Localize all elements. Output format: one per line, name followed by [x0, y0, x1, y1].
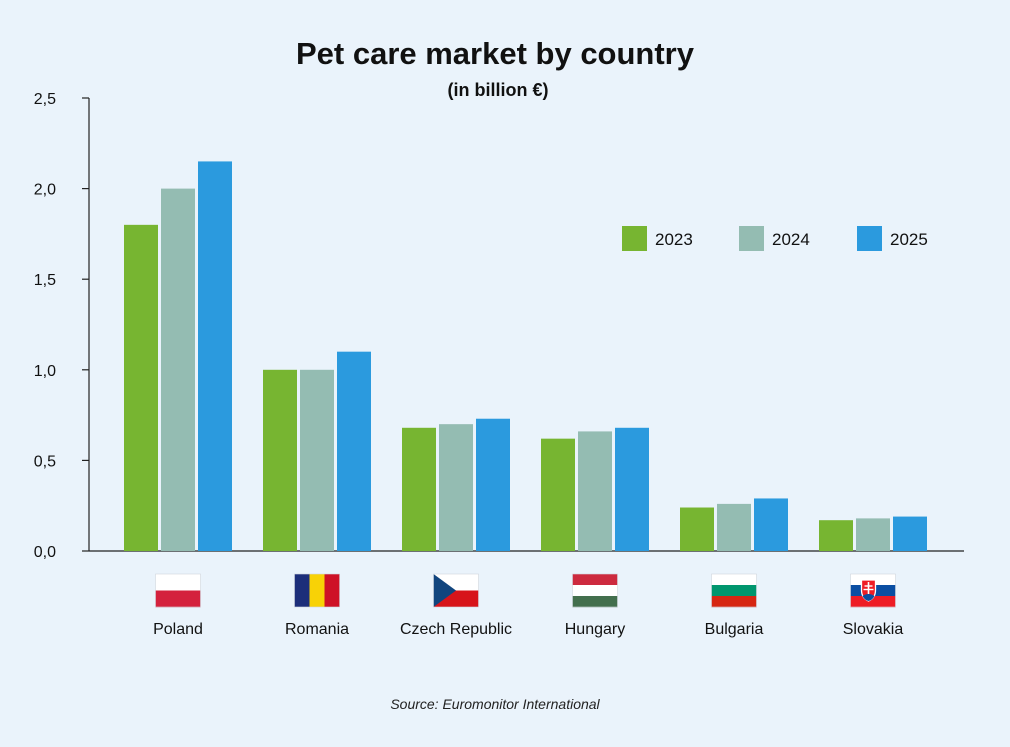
legend-label-2025: 2025: [890, 230, 928, 249]
flag-hungary-icon-stripe: [572, 585, 618, 597]
bar-2025-slovakia: [893, 516, 927, 551]
flag-romania-icon-stripe: [294, 574, 310, 607]
flag-czech-republic-icon-frame: [433, 573, 479, 608]
flag-poland-icon-stripe: [155, 590, 201, 608]
y-tick-label: 2,0: [34, 182, 56, 199]
legend-swatch-2024: [739, 226, 764, 251]
flag-bulgaria-icon-frame: [711, 573, 757, 608]
flag-poland-icon-frame: [155, 573, 201, 608]
flag-poland-icon-stripe: [155, 574, 201, 591]
bar-2024-hungary: [578, 431, 612, 551]
bar-2024-romania: [300, 369, 334, 551]
x-tick-label: Slovakia: [843, 621, 904, 638]
bar-2023-bulgaria: [680, 507, 714, 551]
flag-czech-republic-icon-triangle: [433, 574, 456, 607]
bar-2023-poland: [124, 224, 158, 551]
bar-2025-romania: [337, 351, 371, 551]
flag-slovakia-icon-stripe: [850, 596, 896, 608]
flag-hungary-icon-stripe: [572, 574, 618, 586]
x-tick-label: Czech Republic: [400, 621, 512, 638]
bar-2024-poland: [161, 188, 195, 551]
bar-chart: 0,0 0,5 1,0 1,5 2,0 2,5 Poland Romania Czech Rep…: [34, 91, 964, 638]
bar-2023-hungary: [541, 438, 575, 551]
flag-bulgaria-icon-stripe: [711, 596, 757, 608]
x-tick-label: Romania: [285, 621, 349, 638]
flag-hungary-icon-frame: [572, 573, 618, 608]
flag-romania-icon-stripe: [324, 574, 340, 607]
legend-swatch-2023: [622, 226, 647, 251]
y-tick-label: 2,5: [34, 91, 56, 108]
chart-subtitle: (in billion €): [447, 80, 549, 100]
chart-title: Pet care market by country: [295, 36, 694, 71]
bar-2025-czech-republic: [476, 418, 510, 551]
flag-romania-icon-frame: [294, 573, 340, 608]
flag-bulgaria-icon-stripe: [711, 585, 757, 597]
bar-2024-bulgaria: [717, 503, 751, 551]
y-tick-label: 0,0: [34, 544, 56, 561]
bar-2023-czech-republic: [402, 427, 436, 551]
bar-2023-romania: [263, 369, 297, 551]
bar-2025-hungary: [615, 427, 649, 551]
y-tick-label: 1,0: [34, 363, 56, 380]
x-tick-label: Bulgaria: [705, 621, 764, 638]
flag-slovakia-icon-frame: [850, 573, 896, 608]
bar-2024-czech-republic: [439, 424, 473, 551]
legend-label-2024: 2024: [772, 230, 810, 249]
x-tick-label: Hungary: [565, 621, 625, 638]
x-tick-label: Poland: [153, 621, 203, 638]
legend-swatch-2025: [857, 226, 882, 251]
flag-romania-icon-stripe: [309, 574, 325, 607]
source-note: Source: Euromonitor International: [390, 696, 600, 712]
flag-slovakia-icon-hills: [862, 594, 875, 601]
bar-2023-slovakia: [819, 520, 853, 551]
flag-hungary-icon-stripe: [572, 596, 618, 608]
y-tick-label: 0,5: [34, 453, 56, 470]
legend-label-2023: 2023: [655, 230, 693, 249]
bar-2025-poland: [198, 161, 232, 552]
y-tick-label: 1,5: [34, 272, 56, 289]
bar-2025-bulgaria: [754, 498, 788, 551]
flag-bulgaria-icon-stripe: [711, 574, 757, 586]
bar-2024-slovakia: [856, 518, 890, 551]
